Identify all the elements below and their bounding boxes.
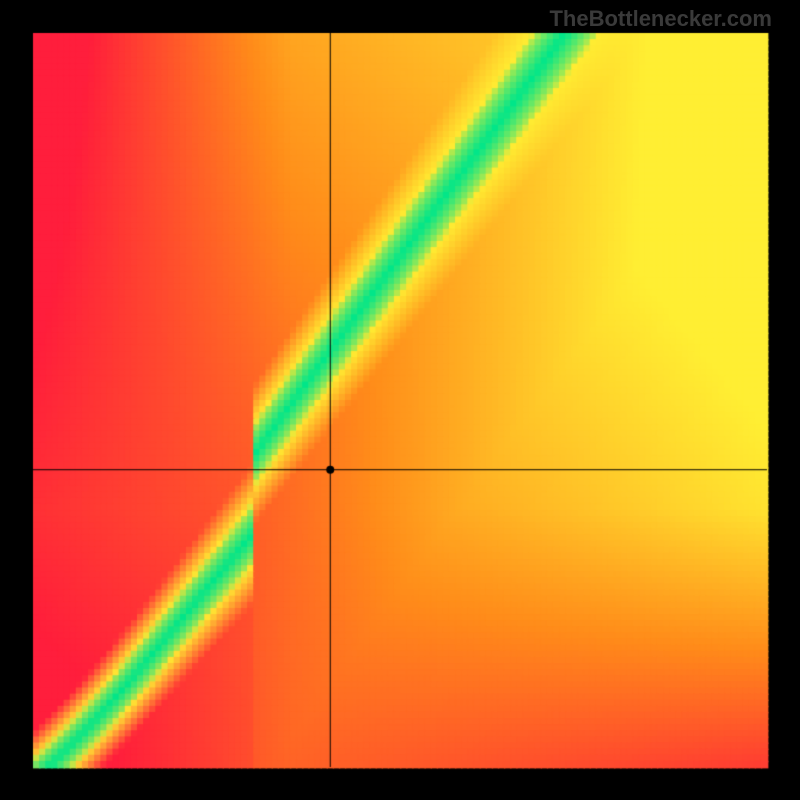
chart-container: TheBottlenecker.com	[0, 0, 800, 800]
bottleneck-heatmap	[0, 0, 800, 800]
watermark-text: TheBottlenecker.com	[549, 6, 772, 32]
